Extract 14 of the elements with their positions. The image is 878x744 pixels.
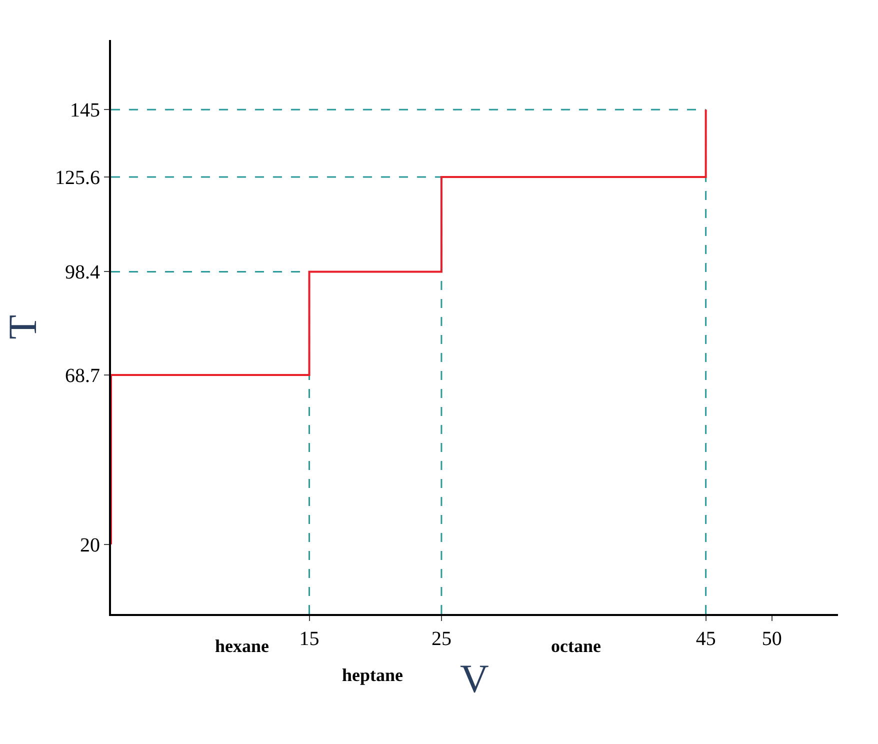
y-tick-label: 68.7 [65,365,100,388]
text: octane [551,636,601,656]
y-axis-title: T [0,314,45,340]
y-tick-label: 20 [80,534,100,556]
text: hexane [215,636,270,656]
x-tick-label: 45 [696,628,716,650]
y-tick-label: 145 [70,100,100,122]
text: heptane [342,665,404,685]
x-tick-label: 25 [431,628,452,650]
y-tick-label: 125.6 [55,167,100,190]
x-tick-label: 15 [299,628,320,650]
x-axis-title: V [460,656,490,701]
y-tick-label: 98.4 [65,262,100,284]
x-tick-label: 50 [762,628,782,650]
